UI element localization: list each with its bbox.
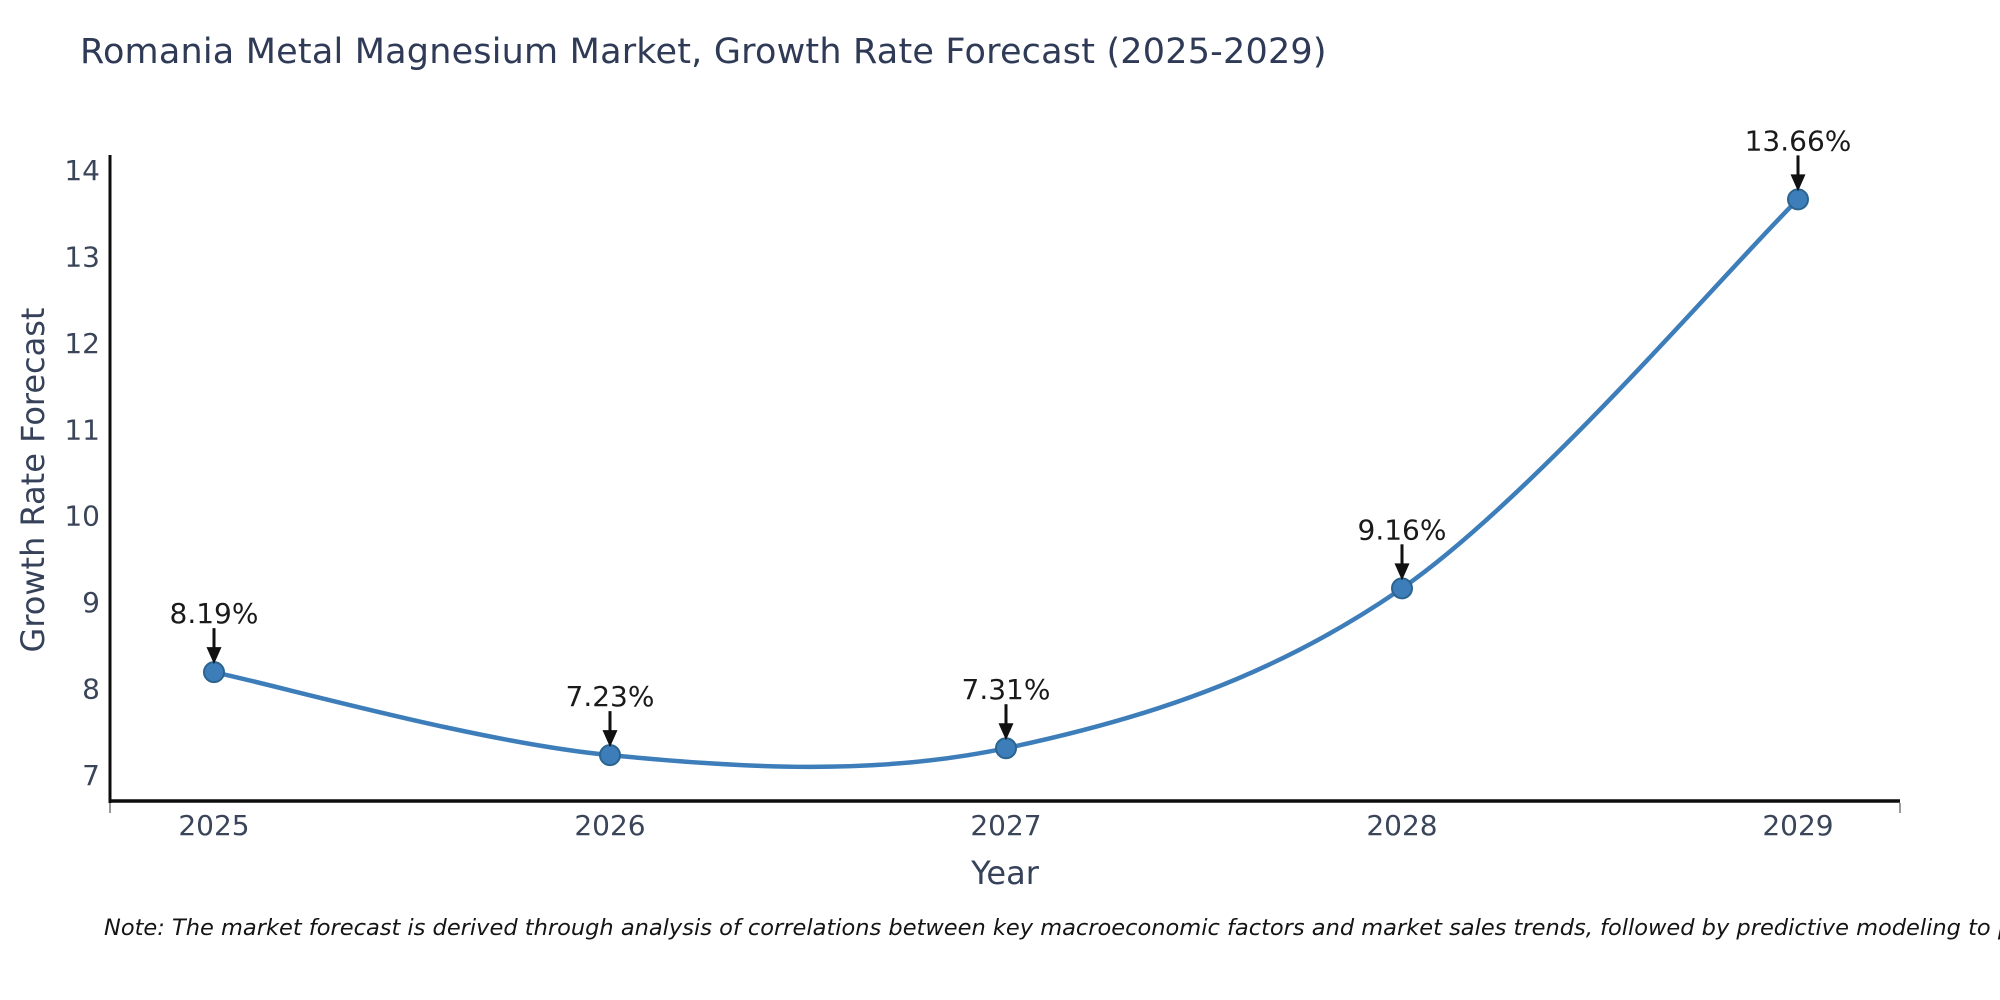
chart-title: Romania Metal Magnesium Market, Growth R…: [80, 32, 1327, 72]
annotation-arrow-head: [602, 730, 618, 748]
y-tick-label: 8: [82, 673, 100, 706]
trend-line: [211, 197, 1801, 770]
x-tick-label: 2027: [970, 809, 1041, 842]
x-tick-label: 2028: [1366, 809, 1437, 842]
annotation-arrow-head: [1394, 563, 1410, 581]
x-tick-label: 2025: [178, 809, 249, 842]
point-value-label: 9.16%: [1358, 513, 1447, 546]
annotation-arrow-head: [206, 647, 222, 665]
data-point-2026: [599, 744, 621, 767]
y-tick-label: 14: [64, 154, 100, 187]
footnote: Note: The market forecast is derived thr…: [104, 915, 2000, 941]
data-point-2029: [1787, 188, 1809, 211]
x-tick-label: 2026: [574, 809, 645, 842]
y-tick-label: 10: [64, 500, 100, 533]
data-point-2028: [1391, 577, 1413, 600]
data-point-2025: [203, 661, 225, 684]
point-value-label: 8.19%: [170, 597, 259, 630]
point-value-label: 13.66%: [1745, 124, 1852, 157]
y-tick-label: 12: [64, 327, 100, 360]
y-tick-label: 9: [82, 586, 100, 619]
x-axis-title: Year: [971, 854, 1039, 892]
x-tick-label: 2029: [1762, 809, 1833, 842]
y-tick-label: 7: [82, 759, 100, 792]
y-tick-label: 13: [64, 240, 100, 273]
point-value-label: 7.23%: [566, 680, 655, 713]
point-value-label: 7.31%: [962, 673, 1051, 706]
y-tick-label: 11: [64, 413, 100, 446]
annotation-arrow-head: [1790, 174, 1806, 192]
data-point-2027: [995, 737, 1017, 760]
annotation-arrow-head: [998, 723, 1014, 741]
y-axis-title: Growth Rate Forecast: [14, 307, 52, 653]
